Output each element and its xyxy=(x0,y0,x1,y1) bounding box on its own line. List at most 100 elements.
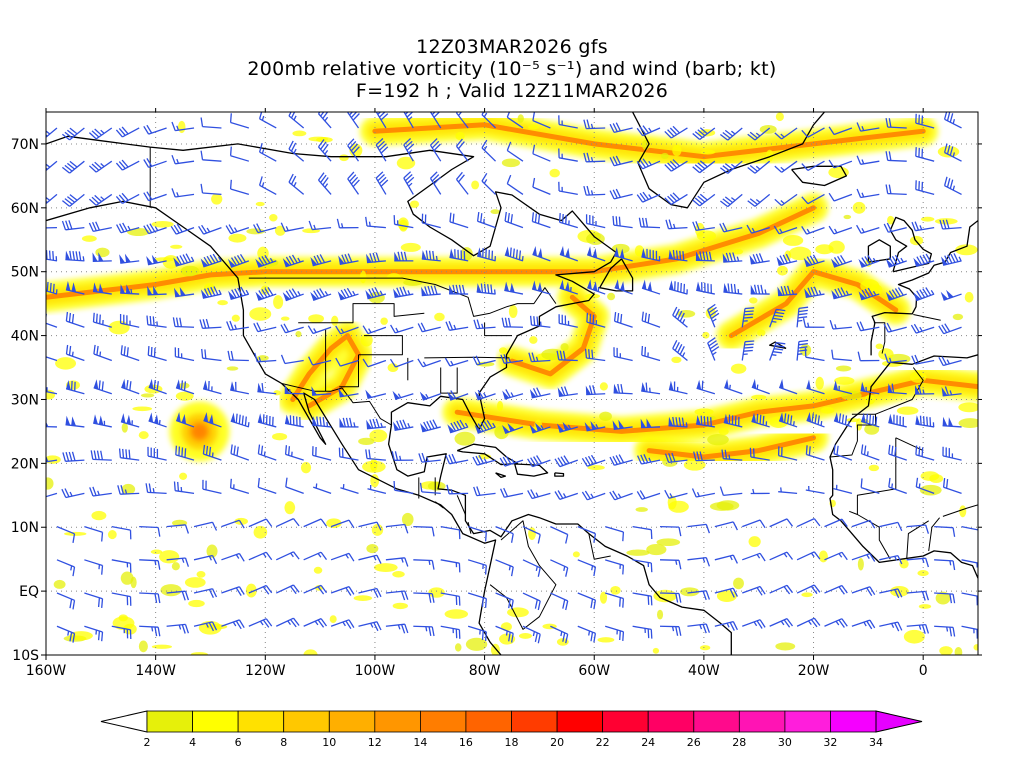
barb-half-flag xyxy=(492,422,496,428)
x-tick-label: 120W xyxy=(245,663,286,679)
barb-flag xyxy=(615,122,621,132)
wind-barb xyxy=(504,281,524,295)
wind-barb xyxy=(111,592,132,606)
barb-shaft xyxy=(193,521,213,528)
barb-flag xyxy=(636,194,644,203)
wind-barb xyxy=(632,625,653,639)
barb-flag xyxy=(371,288,377,297)
barb-shaft xyxy=(531,393,551,399)
vorticity-patch xyxy=(401,512,414,527)
vorticity-patch xyxy=(249,307,272,321)
barb-flag xyxy=(944,323,951,332)
barb-shaft xyxy=(111,525,131,531)
colorbar-swatch xyxy=(556,710,604,733)
barb-flag xyxy=(952,593,956,604)
wind-barb xyxy=(887,383,907,395)
barb-flag xyxy=(699,160,708,168)
wind-barb xyxy=(90,450,112,461)
vorticity-patch xyxy=(329,615,337,624)
wind-barb xyxy=(531,280,551,295)
barb-flag xyxy=(95,313,98,323)
barb-flag xyxy=(69,250,72,261)
barb-shaft xyxy=(888,260,907,268)
barb-flag xyxy=(484,532,487,542)
barb-pennant xyxy=(209,414,214,425)
barb-flag xyxy=(609,157,615,166)
barb-flag xyxy=(380,146,389,154)
map-title-line1: 12Z03MAR2026 gfs xyxy=(416,36,608,58)
barb-flag xyxy=(774,198,783,206)
barb-flag xyxy=(292,518,300,527)
vorticity-patch xyxy=(454,643,462,652)
barb-flag xyxy=(710,346,720,353)
barb-half-flag xyxy=(408,116,413,121)
barb-flag xyxy=(505,389,511,398)
barb-flag xyxy=(202,319,207,329)
barb-shaft xyxy=(120,292,140,295)
wind-barb xyxy=(46,356,58,362)
wind-barb xyxy=(556,350,578,362)
wind-barb xyxy=(858,255,880,268)
barb-pennant xyxy=(120,413,126,424)
wind-barb xyxy=(166,557,190,567)
barb-shaft xyxy=(506,149,524,162)
barb-half-flag xyxy=(685,422,688,427)
barb-flag xyxy=(709,309,719,317)
wind-barb xyxy=(166,524,190,534)
wind-barb xyxy=(664,159,688,172)
barb-flag xyxy=(256,223,262,233)
barb-pennant xyxy=(98,252,104,262)
barb-shaft xyxy=(833,160,853,169)
wind-barb xyxy=(939,219,962,230)
barb-flag xyxy=(209,254,216,264)
barb-flag xyxy=(897,287,904,296)
barb-shaft xyxy=(65,424,85,428)
barb-flag xyxy=(949,593,953,604)
wind-barb xyxy=(146,315,167,328)
barb-flag xyxy=(431,527,435,537)
barb-flag xyxy=(171,154,176,165)
wind-barb xyxy=(347,112,360,129)
barb-flag xyxy=(177,481,180,492)
barb-flag xyxy=(650,629,653,639)
barb-shaft xyxy=(824,618,843,627)
barb-pennant xyxy=(310,291,318,301)
wind-barb xyxy=(476,212,496,229)
barb-flag xyxy=(477,423,484,432)
barb-pennant xyxy=(532,280,537,291)
wind-barb xyxy=(587,279,606,295)
colorbar-swatch xyxy=(511,710,558,733)
barb-shaft xyxy=(285,486,304,494)
barb-shaft xyxy=(248,518,267,528)
barb-flag xyxy=(78,251,82,261)
vorticity-feature-east-coast-arc xyxy=(497,282,610,389)
barb-shaft xyxy=(796,584,815,594)
barb-flag xyxy=(375,418,380,428)
barb-half-flag xyxy=(771,320,777,323)
barb-flag xyxy=(153,380,156,390)
barb-pennant xyxy=(119,254,126,264)
vorticity-patch xyxy=(748,536,761,548)
barb-flag xyxy=(481,630,484,641)
colorbar-label: 26 xyxy=(687,736,701,749)
barb-flag xyxy=(229,179,232,190)
wind-barb xyxy=(721,449,743,461)
wind-barb xyxy=(288,112,305,129)
barb-flag xyxy=(744,340,755,343)
barb-flag xyxy=(786,618,794,627)
barb-flag xyxy=(184,557,190,567)
wind-barb xyxy=(940,289,962,301)
vorticity-patch xyxy=(973,644,978,651)
barb-half-flag xyxy=(780,487,782,493)
barb-shaft xyxy=(586,193,606,196)
barb-flag xyxy=(618,216,621,226)
wind-barb xyxy=(860,478,880,494)
wind-barb xyxy=(695,415,715,428)
barb-flag xyxy=(373,589,379,598)
barb-flag xyxy=(171,188,176,198)
wind-barb xyxy=(805,485,825,495)
barb-pennant xyxy=(98,283,104,293)
barb-flag xyxy=(856,155,862,165)
wind-barb xyxy=(719,160,743,174)
wind-barb xyxy=(751,412,770,428)
